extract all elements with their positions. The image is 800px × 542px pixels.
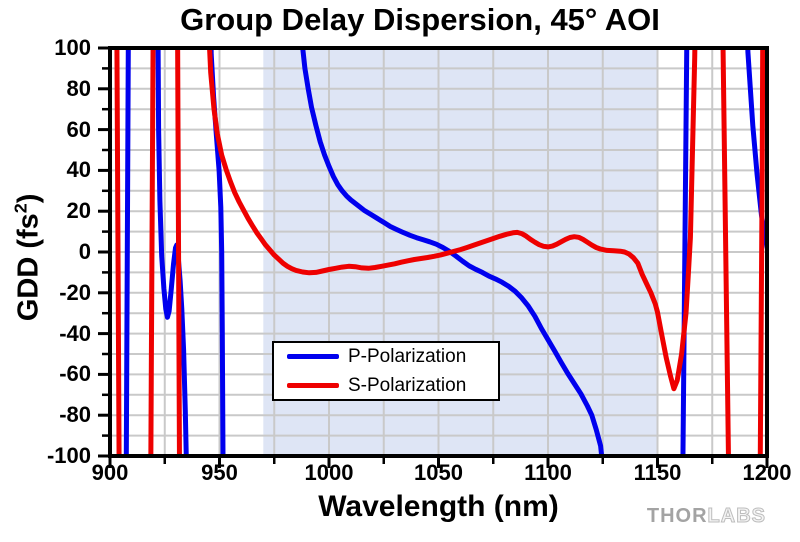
x-tick-label: 1100 xyxy=(524,460,572,485)
y-tick-label: -60 xyxy=(59,361,91,387)
x-tick-label: 950 xyxy=(201,460,238,485)
y-tick-label: 0 xyxy=(78,239,91,264)
x-tick-label: 1000 xyxy=(304,460,354,485)
y-tick-label: 80 xyxy=(66,75,91,101)
series-s-polarization xyxy=(757,48,766,456)
series-p-polarization xyxy=(745,48,767,255)
legend-label-p-polarization: P-Polarization xyxy=(348,345,467,367)
series-p-polarization xyxy=(123,48,131,456)
legend: P-Polarization S-Polarization xyxy=(272,341,500,401)
y-tick-label: 40 xyxy=(66,157,91,183)
x-tick-label: 1050 xyxy=(414,460,463,485)
legend-row-p-polarization: P-Polarization xyxy=(287,346,498,368)
series-s-polarization xyxy=(207,48,698,392)
series-s-polarization xyxy=(175,48,182,456)
y-tick-label: -100 xyxy=(46,443,91,468)
y-tick-label: -80 xyxy=(59,402,91,428)
x-tick-label: 1200 xyxy=(742,460,792,485)
y-axis-label-sup: 2 xyxy=(10,203,31,214)
chart-title: Group Delay Dispersion, 45° AOI xyxy=(180,2,660,37)
legend-line-s-polarization xyxy=(287,383,339,388)
x-axis-label: Wavelength (nm) xyxy=(318,490,559,523)
y-axis-label-text: GDD (fs xyxy=(12,213,45,322)
x-tick-label: 900 xyxy=(91,460,129,485)
y-tick-label: 20 xyxy=(66,198,91,224)
y-tick-label: 60 xyxy=(66,116,91,142)
y-axis-label: GDD (fs2) xyxy=(11,107,46,407)
y-tick-label: -20 xyxy=(59,279,91,305)
thorlabs-logo: THORLABS xyxy=(647,505,766,528)
series-s-polarization xyxy=(148,48,156,456)
logo-thor-text: THOR xyxy=(646,505,708,527)
series-p-polarization xyxy=(680,48,690,456)
legend-line-p-polarization xyxy=(287,354,339,359)
y-tick-label: 100 xyxy=(54,35,91,60)
legend-label-s-polarization: S-Polarization xyxy=(348,374,467,396)
series-s-polarization xyxy=(114,48,122,456)
legend-row-s-polarization: S-Polarization xyxy=(287,375,498,397)
y-tick-label: -40 xyxy=(59,320,91,346)
series-p-polarization xyxy=(300,48,605,456)
series-s-polarization xyxy=(720,48,731,456)
axis-frame xyxy=(108,46,769,458)
y-axis-label-suffix: ) xyxy=(12,193,45,204)
series-p-polarization xyxy=(155,48,189,456)
logo-labs-text: LABS xyxy=(707,505,766,528)
x-tick-label: 1150 xyxy=(633,460,682,485)
